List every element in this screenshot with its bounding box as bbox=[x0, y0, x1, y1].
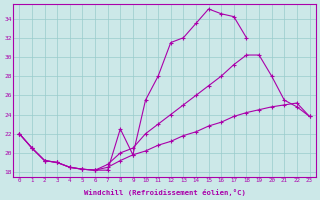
X-axis label: Windchill (Refroidissement éolien,°C): Windchill (Refroidissement éolien,°C) bbox=[84, 189, 245, 196]
